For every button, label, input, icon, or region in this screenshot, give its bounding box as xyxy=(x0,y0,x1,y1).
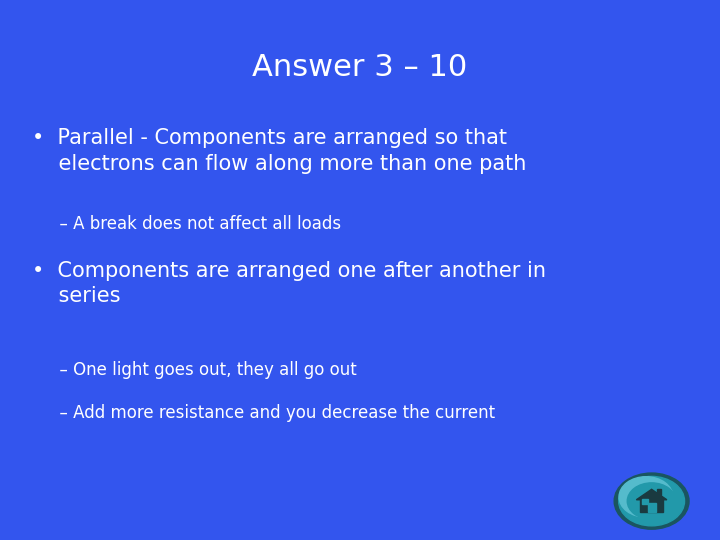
Polygon shape xyxy=(636,489,667,500)
Circle shape xyxy=(627,483,676,519)
Text: Answer 3 – 10: Answer 3 – 10 xyxy=(253,53,467,82)
Bar xyxy=(640,500,663,511)
Text: – Add more resistance and you decrease the current: – Add more resistance and you decrease t… xyxy=(49,404,495,422)
Bar xyxy=(657,489,660,495)
Bar xyxy=(647,503,656,511)
Text: •  Parallel - Components are arranged so that
    electrons can flow along more : • Parallel - Components are arranged so … xyxy=(32,129,527,174)
Text: •  Components are arranged one after another in
    series: • Components are arranged one after anot… xyxy=(32,261,546,306)
Circle shape xyxy=(619,477,673,517)
Text: – A break does not affect all loads: – A break does not affect all loads xyxy=(49,215,341,233)
Circle shape xyxy=(614,473,689,529)
Text: – One light goes out, they all go out: – One light goes out, they all go out xyxy=(49,361,356,379)
Circle shape xyxy=(618,476,685,526)
Bar xyxy=(642,500,648,504)
